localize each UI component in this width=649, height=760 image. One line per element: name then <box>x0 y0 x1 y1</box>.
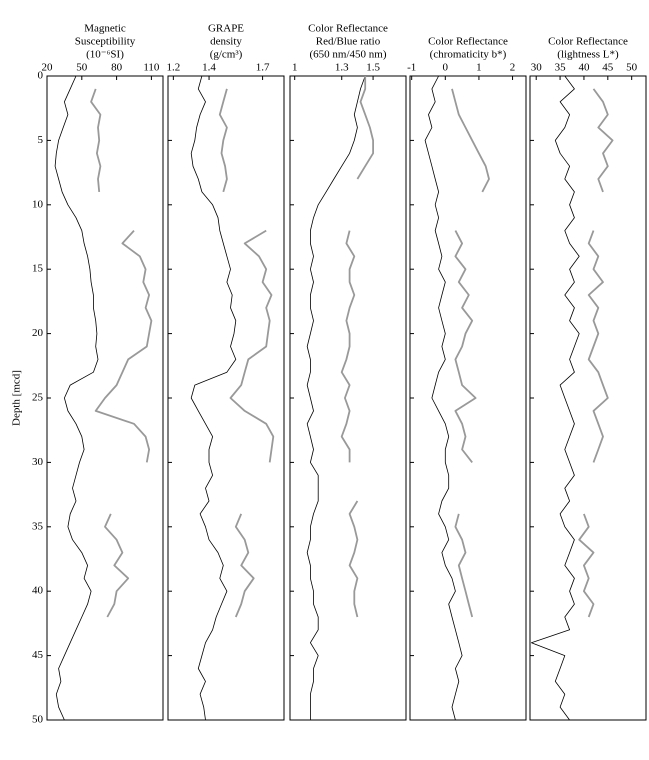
y-tick-label: 20 <box>32 327 44 339</box>
x-tick-label: 40 <box>578 62 590 74</box>
y-tick-label: 50 <box>32 714 44 726</box>
data-line <box>190 75 237 721</box>
x-tick-label: 110 <box>143 62 160 74</box>
panel-title: (lightness L*) <box>557 49 619 61</box>
x-tick-label: 1.5 <box>366 62 380 74</box>
x-tick-label: -1 <box>407 62 416 74</box>
x-tick-label: 1 <box>476 62 482 74</box>
x-tick-label: 20 <box>42 62 54 74</box>
y-axis-label: Depth [mcd] <box>11 370 23 426</box>
y-tick-label: 10 <box>32 198 44 210</box>
y-tick-label: 45 <box>32 649 44 661</box>
data-line <box>54 75 99 721</box>
data-line <box>218 88 275 618</box>
data-line <box>340 76 374 618</box>
panel-frame <box>289 75 407 721</box>
panel-title: GRAPE <box>208 23 244 35</box>
panel-frame <box>409 75 527 721</box>
panel-title: Color Reflectance <box>308 23 388 35</box>
x-tick-label: 80 <box>111 62 123 74</box>
data-line <box>451 88 490 618</box>
y-tick-label: 40 <box>32 585 44 597</box>
data-line <box>578 88 614 618</box>
x-tick-label: 1.2 <box>166 62 180 74</box>
x-tick-label: 2 <box>510 62 516 74</box>
x-tick-label: 35 <box>555 62 567 74</box>
y-tick-label: 25 <box>32 392 44 404</box>
panel-title: (10⁻⁶SI) <box>86 49 124 61</box>
panel-title: density <box>210 36 242 48</box>
panel-title: Color Reflectance <box>548 36 628 48</box>
panel-title: Red/Blue ratio <box>316 36 381 48</box>
x-tick-label: 30 <box>531 62 543 74</box>
y-tick-label: 35 <box>32 520 44 532</box>
x-tick-label: 45 <box>602 62 614 74</box>
y-tick-label: 0 <box>38 70 44 82</box>
panel-title: (650 nm/450 nm) <box>310 49 387 61</box>
x-tick-label: 1.7 <box>256 62 270 74</box>
panel-title: (chromaticity b*) <box>430 49 507 61</box>
x-tick-label: 1.3 <box>335 62 349 74</box>
panel-title: Susceptibility <box>75 36 136 48</box>
x-tick-label: 1 <box>292 62 298 74</box>
data-line <box>531 75 580 721</box>
data-line <box>424 75 463 721</box>
x-tick-label: 50 <box>76 62 88 74</box>
x-tick-label: 0 <box>443 62 449 74</box>
y-tick-label: 30 <box>32 456 44 468</box>
panel-title: Color Reflectance <box>428 36 508 48</box>
x-tick-label: 50 <box>626 62 638 74</box>
panel-frame <box>529 75 647 721</box>
x-tick-label: 1.4 <box>202 62 216 74</box>
y-tick-label: 5 <box>38 134 44 146</box>
data-line <box>306 75 366 720</box>
panel-title: (g/cm³) <box>210 49 243 61</box>
data-line <box>90 88 153 618</box>
panel-title: Magnetic <box>84 23 126 35</box>
y-tick-label: 15 <box>32 263 44 275</box>
